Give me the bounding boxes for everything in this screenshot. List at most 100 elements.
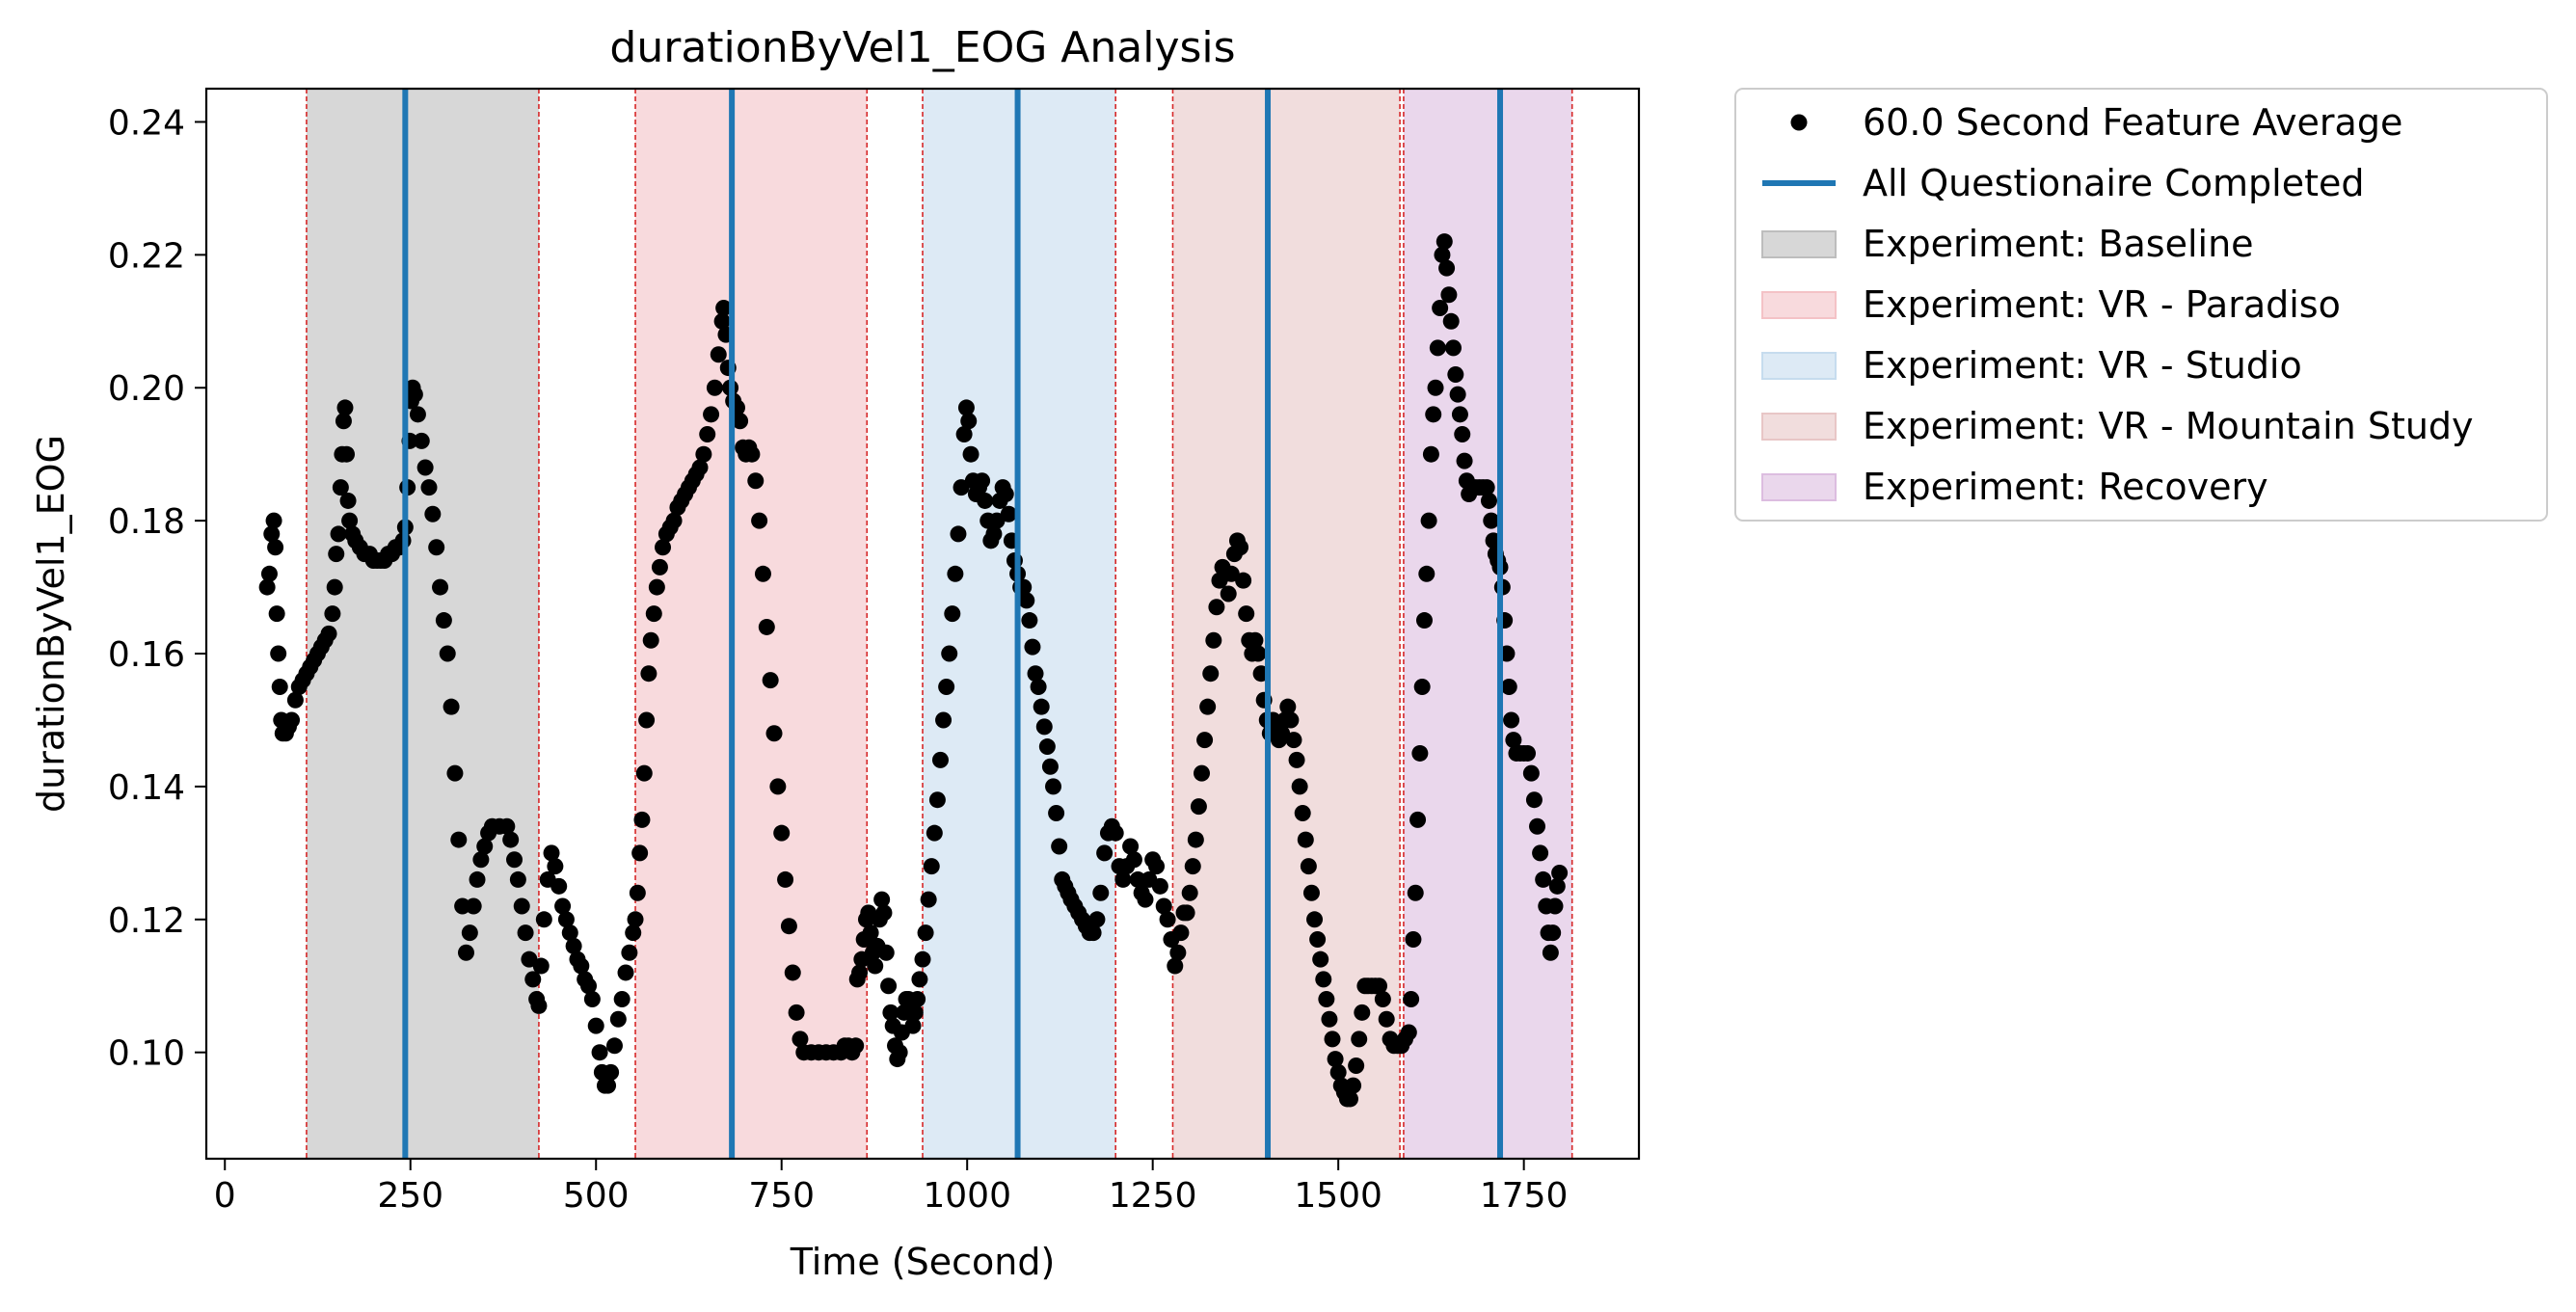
data-point-13 — [286, 691, 304, 709]
data-point-343 — [1345, 1077, 1362, 1094]
data-point-221 — [962, 445, 979, 463]
data-point-79 — [509, 870, 526, 888]
data-point-53 — [406, 386, 423, 403]
data-point-419 — [1551, 865, 1569, 882]
data-point-366 — [1415, 612, 1433, 629]
data-point-25 — [328, 546, 345, 563]
x-tick-label-0: 0 — [214, 1176, 236, 1216]
data-point-156 — [762, 672, 779, 689]
data-point-346 — [1354, 1004, 1371, 1021]
data-point-376 — [1438, 259, 1456, 277]
data-point-134 — [691, 459, 709, 476]
data-point-190 — [882, 1004, 899, 1021]
data-point-392 — [1480, 492, 1497, 509]
data-point-64 — [446, 764, 464, 782]
data-point-26 — [330, 525, 347, 543]
data-point-369 — [1422, 445, 1439, 463]
data-point-111 — [621, 944, 638, 961]
y-axis: 0.10 0.12 0.14 0.16 0.18 0.20 0.22 0.24 — [108, 103, 206, 1074]
data-point-338 — [1329, 1063, 1347, 1081]
data-point-281 — [1159, 911, 1176, 928]
data-point-54 — [409, 406, 426, 423]
data-point-359 — [1400, 1024, 1417, 1041]
data-point-153 — [751, 512, 768, 529]
data-point-330 — [1306, 911, 1324, 928]
data-point-267 — [1107, 824, 1124, 842]
data-point-212 — [938, 678, 955, 695]
data-point-403 — [1505, 732, 1522, 749]
data-point-160 — [777, 870, 794, 888]
data-point-245 — [1033, 698, 1050, 715]
data-point-246 — [1035, 718, 1053, 736]
data-point-141 — [715, 300, 733, 317]
data-point-240 — [1018, 592, 1035, 609]
x-axis: 0 250 500 750 1000 1250 1500 1750 — [214, 1159, 1569, 1216]
data-point-140 — [713, 312, 731, 330]
data-point-97 — [573, 957, 590, 975]
data-point-95 — [565, 937, 582, 954]
data-point-279 — [1151, 877, 1168, 895]
data-point-292 — [1194, 764, 1211, 782]
data-point-176 — [851, 964, 869, 981]
legend-label-5: Experiment: VR - Mountain Study — [1863, 405, 2474, 447]
y-tick-label-5: 0.20 — [108, 369, 185, 409]
data-point-335 — [1321, 1010, 1338, 1028]
data-point-283 — [1167, 957, 1184, 975]
data-point-154 — [754, 565, 771, 582]
data-point-321 — [1279, 698, 1297, 715]
data-point-407 — [1519, 744, 1537, 762]
data-point-324 — [1288, 751, 1305, 768]
data-point-114 — [629, 884, 646, 901]
experiment-span-3 — [1172, 89, 1401, 1159]
data-point-139 — [710, 346, 727, 363]
x-tick-label-2: 500 — [563, 1176, 630, 1216]
data-point-59 — [428, 539, 445, 556]
data-point-362 — [1407, 884, 1424, 901]
data-point-147 — [732, 413, 749, 430]
data-point-344 — [1348, 1057, 1365, 1074]
data-point-78 — [506, 851, 523, 869]
data-point-261 — [1085, 924, 1102, 942]
legend-patch-6 — [1761, 473, 1837, 501]
data-point-2 — [263, 525, 281, 543]
data-point-118 — [638, 711, 656, 729]
data-point-329 — [1302, 884, 1320, 901]
data-point-181 — [862, 924, 879, 942]
data-point-374 — [1434, 246, 1451, 263]
data-point-210 — [931, 751, 949, 768]
data-point-119 — [640, 665, 657, 683]
data-point-220 — [960, 413, 978, 430]
data-point-162 — [784, 964, 801, 981]
data-point-71 — [472, 851, 490, 869]
data-point-6 — [270, 645, 287, 662]
data-point-127 — [665, 512, 683, 529]
data-point-373 — [1432, 300, 1449, 317]
data-point-378 — [1442, 312, 1460, 330]
y-tick-label-2: 0.14 — [108, 768, 185, 808]
data-point-327 — [1297, 831, 1314, 848]
x-tick-label-7: 1750 — [1480, 1176, 1569, 1216]
data-point-214 — [944, 605, 961, 623]
data-point-249 — [1045, 778, 1062, 795]
data-point-288 — [1181, 884, 1198, 901]
data-point-242 — [1024, 638, 1041, 656]
data-point-110 — [617, 964, 634, 981]
data-point-116 — [633, 811, 651, 828]
data-point-241 — [1021, 612, 1038, 629]
data-point-361 — [1405, 930, 1422, 948]
data-point-22 — [320, 625, 337, 642]
data-point-27 — [332, 479, 349, 496]
data-point-30 — [336, 399, 354, 416]
data-point-81 — [517, 924, 534, 942]
legend-label-3: Experiment: VR - Paradiso — [1863, 283, 2341, 326]
x-axis-label: Time (Second) — [790, 1241, 1056, 1283]
data-point-219 — [957, 399, 975, 416]
data-point-23 — [324, 605, 341, 623]
data-point-56 — [416, 459, 434, 476]
x-tick-label-4: 1000 — [923, 1176, 1011, 1216]
legend-box — [1734, 88, 2548, 522]
data-point-402 — [1503, 711, 1520, 729]
data-point-113 — [627, 911, 644, 928]
data-point-307 — [1238, 605, 1255, 623]
